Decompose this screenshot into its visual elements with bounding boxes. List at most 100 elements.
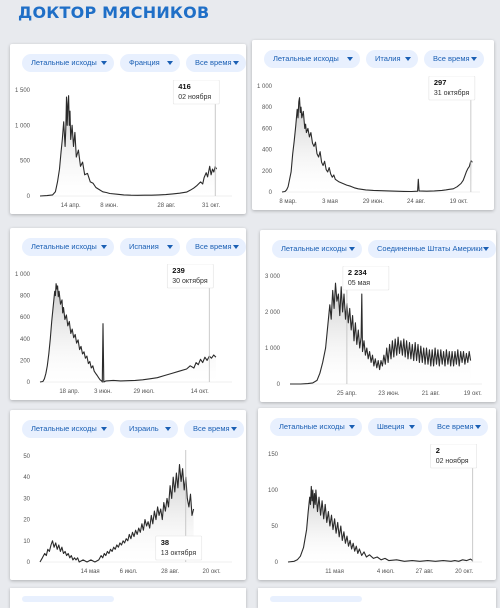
tooltip-date: 30 октября — [172, 277, 208, 285]
country-dropdown[interactable]: Франция — [120, 54, 180, 72]
chevron-down-icon — [405, 57, 411, 61]
metric-dropdown[interactable]: Летальные исходы — [22, 420, 114, 438]
next-card-chip — [22, 596, 114, 602]
x-tick-label: 31 окт. — [202, 203, 220, 209]
y-tick-label: 600 — [262, 126, 273, 132]
metric-dropdown-label: Летальные исходы — [279, 422, 345, 431]
filter-bar: Летальные исходы Соединенные Штаты Амери… — [268, 240, 496, 258]
y-tick-label: 0 — [27, 380, 31, 386]
chevron-down-icon — [349, 425, 355, 429]
x-tick-label: 8 июн. — [100, 203, 118, 209]
tooltip-date: 31 октября — [434, 89, 470, 97]
x-tick-label: 20 окт. — [455, 569, 473, 575]
period-dropdown[interactable]: Все время — [428, 418, 488, 436]
y-tick-label: 40 — [23, 475, 30, 481]
country-dropdown-label: Италия — [375, 54, 401, 63]
country-dropdown-label: Соединенные Штаты Америки — [377, 244, 483, 253]
chevron-down-icon — [101, 61, 107, 65]
period-dropdown-label: Все время — [433, 54, 470, 63]
chevron-down-icon — [101, 427, 107, 431]
x-tick-label: 6 июл. — [120, 569, 138, 575]
x-tick-label: 4 июл. — [377, 569, 395, 575]
y-tick-label: 200 — [20, 358, 31, 364]
x-tick-label: 29 июл. — [133, 389, 155, 395]
x-tick-label: 11 мая — [325, 569, 344, 575]
next-card-right — [258, 588, 496, 608]
period-dropdown-label: Все время — [195, 58, 232, 67]
chevron-down-icon — [471, 57, 477, 61]
y-tick-label: 1 000 — [257, 84, 273, 90]
chart-area: 0 50 100 150 11 мая 4 июл. 27 авг. 20 окт. 2 02 н… — [258, 444, 496, 580]
chart-panel-france: Летальные исходы Франция Все время 0 500 1… — [10, 44, 246, 214]
metric-dropdown[interactable]: Летальные исходы — [22, 238, 114, 256]
x-tick-label: 3 мая — [322, 199, 338, 205]
country-dropdown[interactable]: Израиль — [120, 420, 178, 438]
period-dropdown[interactable]: Все время — [424, 50, 484, 68]
chart-svg: 0 10 20 30 40 50 14 мая 6 июл. 28 авг. 20 окт. 38 1… — [23, 450, 232, 575]
series-line — [39, 283, 217, 383]
chart-area: 0 500 1 000 1 500 14 апр. 8 июн. 28 авг. 31 окт… — [10, 80, 246, 214]
tooltip-box — [155, 535, 203, 561]
x-tick-label: 28 авг. — [157, 203, 175, 209]
y-tick-label: 1 000 — [15, 272, 31, 278]
period-dropdown[interactable]: Все время — [186, 238, 246, 256]
chart-panel-usa: Летальные исходы Соединенные Штаты Амери… — [260, 230, 496, 402]
y-tick-label: 2 000 — [265, 310, 281, 316]
y-tick-label: 600 — [20, 315, 31, 321]
period-dropdown[interactable]: Все время — [184, 420, 244, 438]
x-tick-label: 14 апр. — [61, 203, 81, 209]
y-tick-label: 150 — [268, 452, 279, 458]
period-dropdown[interactable]: Все время — [186, 54, 246, 72]
x-tick-label: 8 мар. — [279, 199, 297, 205]
period-dropdown-label: Все время — [437, 422, 474, 431]
chevron-down-icon — [409, 425, 415, 429]
tooltip-box — [342, 266, 390, 291]
chart-panel-sweden: Летальные исходы Швеция Все время 0 50 100… — [258, 408, 496, 580]
chart-svg: 0 50 100 150 11 мая 4 июл. 27 авг. 20 окт. 2 02 н… — [268, 444, 482, 575]
country-dropdown[interactable]: Испания — [120, 238, 180, 256]
y-tick-label: 1 000 — [15, 123, 31, 129]
x-tick-label: 19 окт. — [464, 391, 482, 397]
country-dropdown-label: Швеция — [377, 422, 405, 431]
x-tick-label: 20 окт. — [203, 569, 221, 575]
next-card-chip — [270, 596, 362, 602]
tooltip-box — [172, 80, 220, 105]
x-tick-label: 14 мая — [81, 569, 100, 575]
y-tick-label: 100 — [268, 488, 279, 494]
metric-dropdown[interactable]: Летальные исходы — [272, 240, 362, 258]
y-tick-label: 400 — [262, 148, 273, 154]
metric-dropdown-label: Летальные исходы — [31, 424, 97, 433]
metric-dropdown[interactable]: Летальные исходы — [270, 418, 362, 436]
x-tick-label: 18 апр. — [59, 389, 79, 395]
tooltip-box — [166, 264, 214, 289]
filter-bar: Летальные исходы Италия Все время — [260, 50, 488, 68]
chevron-down-icon — [101, 245, 107, 249]
next-card-left — [10, 588, 246, 608]
x-tick-label: 23 июн. — [378, 391, 400, 397]
chevron-down-icon — [167, 61, 173, 65]
country-dropdown[interactable]: Соединенные Штаты Америки — [368, 240, 496, 258]
chevron-down-icon — [231, 427, 237, 431]
y-tick-label: 800 — [20, 294, 31, 300]
y-tick-label: 50 — [271, 524, 278, 530]
metric-dropdown[interactable]: Летальные исходы — [22, 54, 114, 72]
country-dropdown[interactable]: Швеция — [368, 418, 422, 436]
tooltip-date: 13 октября — [161, 549, 197, 557]
x-tick-label: 28 авг. — [161, 569, 179, 575]
y-tick-label: 1 500 — [15, 88, 31, 94]
filter-bar: Летальные исходы Швеция Все время — [266, 418, 490, 436]
tooltip-value: 297 — [434, 78, 447, 87]
tooltip-box — [428, 76, 476, 101]
chart-area: 0 1 000 2 000 3 000 25 апр. 23 июн. 21 авг. 19 … — [260, 266, 496, 402]
y-tick-label: 200 — [262, 169, 273, 175]
country-dropdown[interactable]: Италия — [366, 50, 418, 68]
y-tick-label: 400 — [20, 337, 31, 343]
x-tick-label: 21 авг. — [422, 391, 440, 397]
metric-dropdown[interactable]: Летальные исходы — [264, 50, 360, 68]
y-tick-label: 20 — [23, 518, 30, 524]
tooltip-box — [430, 444, 477, 469]
y-tick-label: 500 — [20, 159, 31, 165]
series-area — [282, 97, 473, 192]
chart-area: 0 200 400 600 800 1 000 18 апр. 3 июн. 29 июл. 14… — [10, 264, 246, 400]
country-dropdown-label: Израиль — [129, 424, 159, 433]
